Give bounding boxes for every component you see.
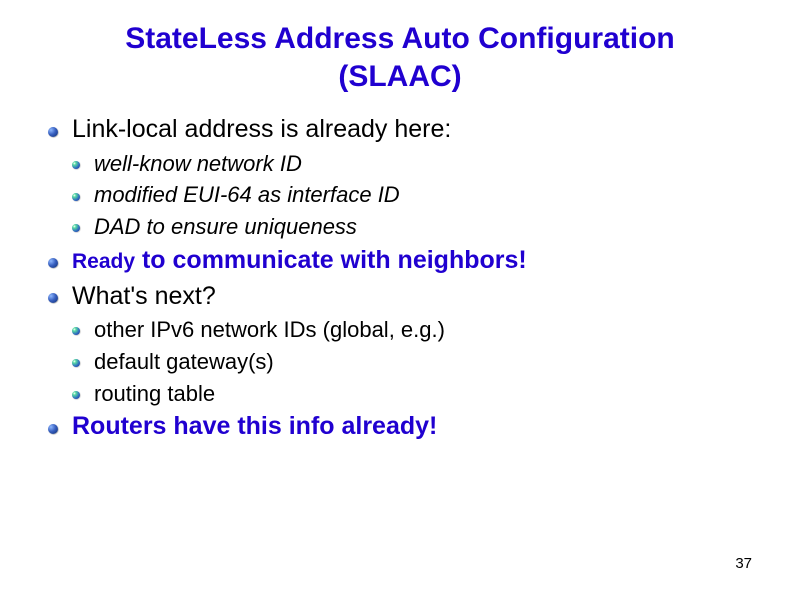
subitem-eui64: modified EUI-64 as interface ID (72, 180, 752, 210)
bullet-whats-next: What's next? other IPv6 network IDs (glo… (48, 280, 752, 409)
bullet-icon (72, 327, 80, 335)
subitem-text: modified EUI-64 as interface ID (94, 182, 400, 207)
subitem-network-id: well-know network ID (72, 149, 752, 179)
bullet-icon (72, 359, 80, 367)
bullet-icon (72, 224, 80, 232)
bullet-icon (72, 193, 80, 201)
bullet-link-local: Link-local address is already here: well… (48, 113, 752, 242)
sublist-link-local: well-know network ID modified EUI-64 as … (72, 149, 752, 242)
subitem-text: routing table (94, 381, 215, 406)
title-line-2: (SLAAC) (338, 60, 461, 93)
bullet-routers: Routers have this info already! (48, 410, 752, 444)
bullet-text: What's next? (72, 282, 216, 310)
bullet-text: Routers have this info already! (72, 412, 437, 440)
subitem-dad: DAD to ensure uniqueness (72, 212, 752, 242)
bullet-list: Link-local address is already here: well… (48, 113, 752, 444)
ready-rest: to communicate with neighbors! (135, 246, 527, 274)
subitem-text: DAD to ensure uniqueness (94, 214, 357, 239)
subitem-other-ipv6: other IPv6 network IDs (global, e.g.) (72, 315, 752, 345)
bullet-icon (72, 161, 80, 169)
subitem-text: other IPv6 network IDs (global, e.g.) (94, 317, 445, 342)
bullet-ready: Ready to communicate with neighbors! (48, 244, 752, 278)
bullet-icon (48, 424, 58, 434)
title-line-1: StateLess Address Auto Configuration (125, 22, 675, 55)
page-number: 37 (735, 555, 752, 572)
slide-title: StateLess Address Auto Configuration (SL… (48, 20, 752, 95)
bullet-icon (48, 258, 58, 268)
bullet-icon (48, 293, 58, 303)
subitem-text: well-know network ID (94, 151, 302, 176)
bullet-icon (48, 127, 58, 137)
slide-container: StateLess Address Auto Configuration (SL… (0, 0, 800, 600)
subitem-default-gw: default gateway(s) (72, 347, 752, 377)
bullet-icon (72, 391, 80, 399)
bullet-text: Link-local address is already here: (72, 115, 451, 143)
subitem-routing-table: routing table (72, 379, 752, 409)
sublist-whats-next: other IPv6 network IDs (global, e.g.) de… (72, 315, 752, 408)
ready-lead: Ready (72, 250, 135, 273)
subitem-text: default gateway(s) (94, 349, 274, 374)
